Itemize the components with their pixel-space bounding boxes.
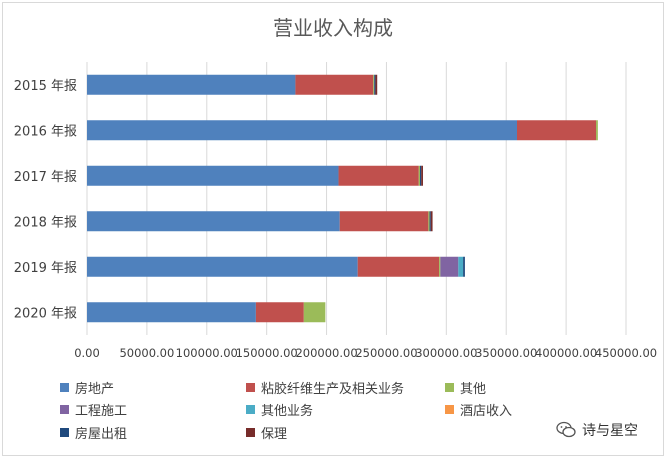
bar-segment [421,165,423,186]
bar-segment [418,165,420,186]
bar-segment [463,256,465,277]
bar-segment [428,211,430,232]
category-labels: 2015 年报 2016 年报 2017 年报 2018 年报 2019 年报 2020 … [14,79,77,322]
bar-segment [87,120,518,141]
category-label: 2017 年报 [14,170,77,185]
wechat-icon [556,421,576,438]
bar-segment [357,256,440,277]
bar-segment [295,74,374,95]
bar-segment [517,120,597,141]
x-tick-label: 400000.00 [535,346,597,360]
x-tick-labels: 0.00 50000.00 100000.00150000.00200000.002… [74,346,657,360]
x-tick-label: 300000.00 [415,346,477,360]
category-label: 2016 年报 [14,124,77,139]
bar-segment [87,165,339,186]
watermark-text: 诗与星空 [582,423,638,439]
bar-segment [339,211,429,232]
bar-segment [458,256,464,277]
bar-segment [255,302,304,323]
bar-segment [419,165,422,186]
category-label: 2020 年报 [14,306,77,321]
bar-segment [373,74,375,95]
bar-segment [338,165,419,186]
category-label: 2018 年报 [14,215,77,230]
category-label: 2019 年报 [14,261,77,276]
bar-segment [439,256,441,277]
x-tick-label: 450000.00 [595,346,657,360]
x-tick-label: 250000.00 [355,346,417,360]
bar-segment [430,211,433,232]
x-tick-label: 150000.00 [236,346,298,360]
x-tick-label: 200000.00 [295,346,357,360]
x-tick-label: 0.00 [74,346,100,360]
bar-segment [87,256,358,277]
bar-segment [429,211,431,232]
bar-segment [374,74,376,95]
x-tick-label: 100000.00 [176,346,238,360]
bar-segment [596,120,598,141]
watermark: 诗与星空 [556,420,638,440]
bar-segment [303,302,326,323]
x-tick-label: 350000.00 [475,346,537,360]
bar-segment [375,74,378,95]
bar-segment [87,211,340,232]
bar-segment [87,74,296,95]
category-label: 2015 年报 [14,79,77,94]
chart-title: 营业收入构成 [273,16,393,40]
bars [87,74,598,323]
bar-segment [87,302,256,323]
gridlines [86,62,627,335]
bar-segment [440,256,459,277]
x-tick-label: 50000.00 [119,346,174,360]
